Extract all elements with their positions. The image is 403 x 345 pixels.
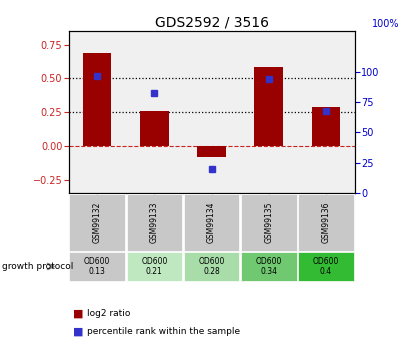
Text: OD600
0.13: OD600 0.13 [84, 257, 110, 276]
Text: GSM99133: GSM99133 [150, 202, 159, 243]
Text: growth protocol: growth protocol [2, 262, 73, 271]
Text: OD600
0.21: OD600 0.21 [141, 257, 168, 276]
Text: OD600
0.4: OD600 0.4 [313, 257, 339, 276]
Text: GSM99135: GSM99135 [264, 202, 273, 243]
Text: log2 ratio: log2 ratio [87, 309, 130, 318]
Text: OD600
0.28: OD600 0.28 [198, 257, 225, 276]
Text: GSM99132: GSM99132 [93, 202, 102, 243]
Text: percentile rank within the sample: percentile rank within the sample [87, 327, 240, 336]
Bar [312, 107, 340, 146]
Text: ■: ■ [73, 309, 83, 319]
Text: GSM99134: GSM99134 [207, 202, 216, 243]
Title: GDS2592 / 3516: GDS2592 / 3516 [155, 16, 268, 30]
Bar [255, 67, 283, 146]
Text: ■: ■ [73, 326, 83, 336]
Bar [83, 53, 111, 146]
Text: OD600
0.34: OD600 0.34 [256, 257, 282, 276]
Y-axis label: 100%: 100% [372, 19, 400, 29]
Bar [140, 111, 169, 146]
Bar [197, 146, 226, 157]
Text: GSM99136: GSM99136 [322, 202, 330, 243]
